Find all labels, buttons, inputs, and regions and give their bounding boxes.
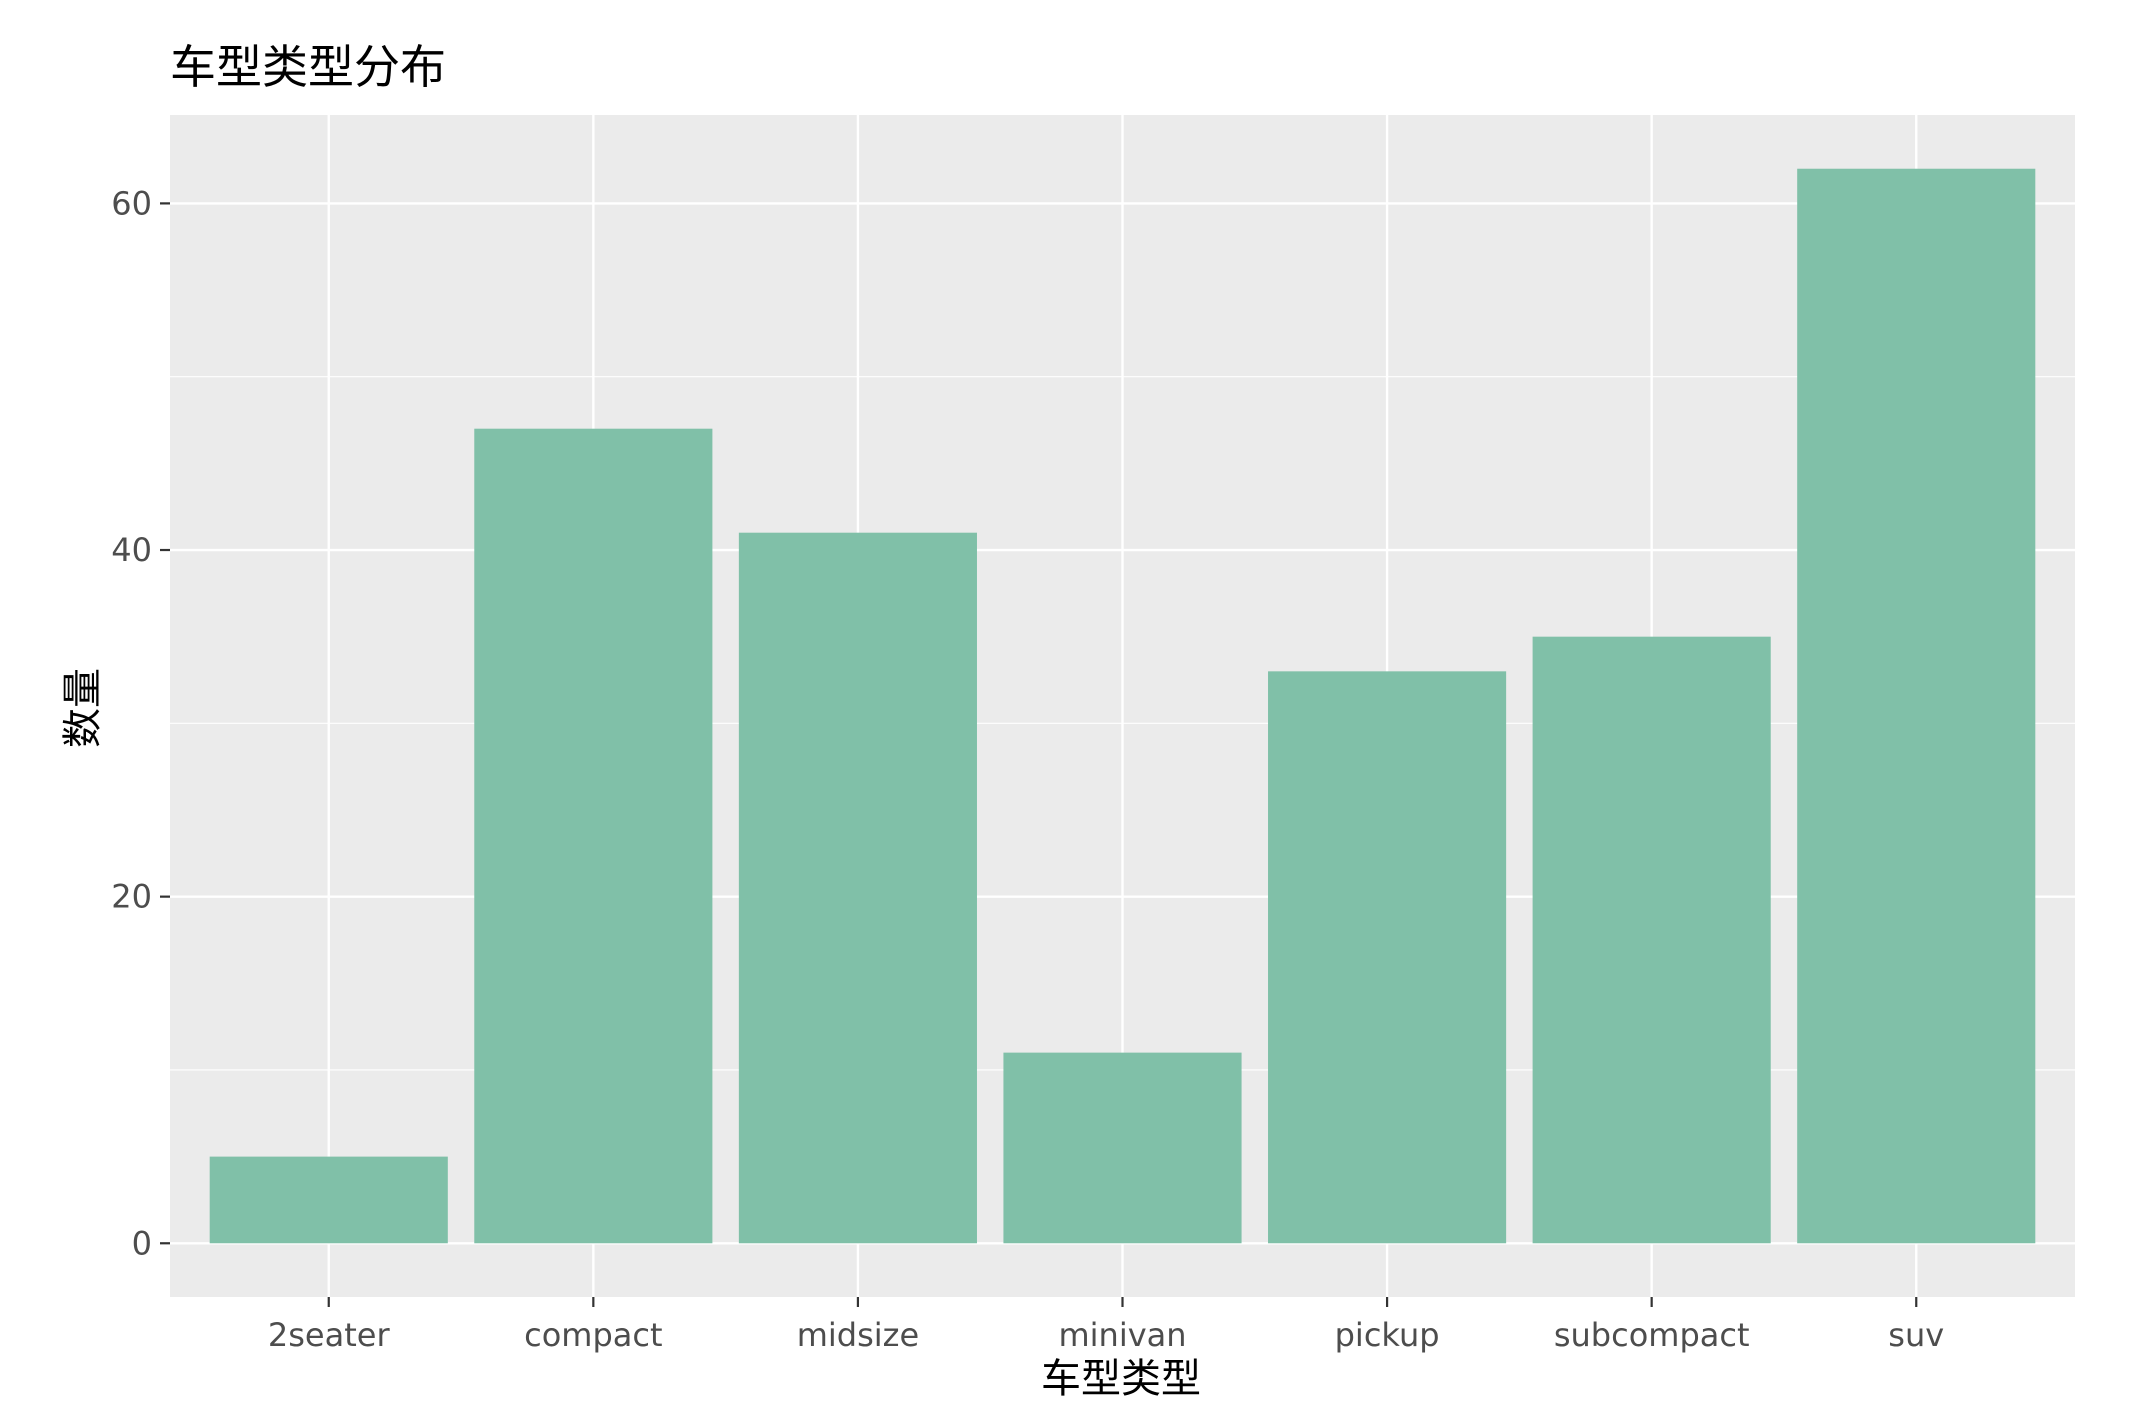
x-tick-label: subcompact bbox=[1554, 1316, 1750, 1354]
bar-compact bbox=[474, 428, 713, 1244]
x-tick-label: compact bbox=[524, 1316, 662, 1354]
y-tick-label: 40 bbox=[111, 531, 152, 569]
y-axis: 0 20 40 60 bbox=[111, 184, 170, 1262]
x-axis-title: 车型类型 bbox=[1041, 1356, 1201, 1402]
bars bbox=[209, 168, 2036, 1244]
x-tick-label: midsize bbox=[797, 1316, 919, 1354]
x-axis: 2seater compact midsize minivan pickup subcom… bbox=[268, 1297, 1944, 1354]
bar-2seater bbox=[209, 1156, 448, 1244]
y-tick-label: 20 bbox=[111, 878, 152, 916]
x-tick-label: suv bbox=[1888, 1316, 1944, 1354]
bar-midsize bbox=[738, 532, 977, 1244]
y-tick-label: 0 bbox=[132, 1224, 152, 1262]
y-axis-title: 数量 bbox=[60, 668, 106, 748]
x-tick-label: minivan bbox=[1058, 1316, 1186, 1354]
x-tick-label: pickup bbox=[1335, 1316, 1440, 1354]
x-tick-label: 2seater bbox=[268, 1316, 391, 1354]
bar-subcompact bbox=[1532, 636, 1771, 1244]
bar-pickup bbox=[1268, 671, 1507, 1244]
bar-suv bbox=[1797, 168, 2036, 1244]
y-tick-label: 60 bbox=[111, 184, 152, 222]
chart-title: 车型类型分布 bbox=[170, 40, 446, 94]
bar-minivan bbox=[1003, 1052, 1242, 1244]
